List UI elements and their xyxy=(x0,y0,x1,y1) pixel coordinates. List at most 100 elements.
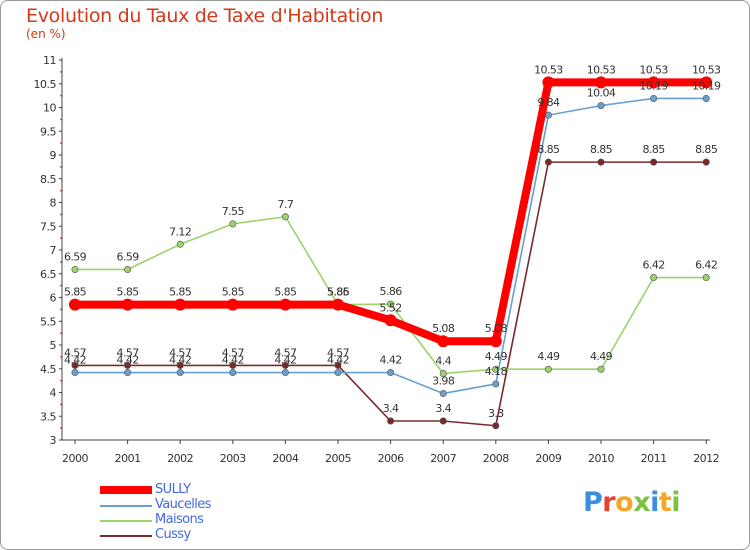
data-label-maisons: 6.42 xyxy=(695,259,717,272)
y-tick-label: 7 xyxy=(50,244,57,257)
data-point-cussy xyxy=(71,361,79,369)
data-point-maisons xyxy=(439,369,447,377)
legend-swatch xyxy=(100,520,152,522)
data-label-vaucelles: 4.42 xyxy=(64,354,86,367)
legend-swatch xyxy=(100,486,152,494)
data-point-cussy xyxy=(229,361,237,369)
data-point-maisons xyxy=(281,213,289,221)
data-point-vaucelles xyxy=(650,94,658,102)
data-label-maisons: 5.85 xyxy=(327,286,350,299)
logo-letter: i xyxy=(650,487,659,518)
data-label-vaucelles: 4.42 xyxy=(117,354,139,367)
data-label-vaucelles: 4.18 xyxy=(485,365,508,378)
data-point-sully xyxy=(332,298,344,311)
y-minor-tick xyxy=(60,70,62,73)
y-minor-tick xyxy=(60,355,62,358)
data-label-cussy: 4.57 xyxy=(274,346,297,359)
y-minor-tick xyxy=(60,142,62,145)
y-tick-label: 10.5 xyxy=(34,78,57,91)
y-minor-tick xyxy=(60,213,62,216)
x-tick-label: 2011 xyxy=(641,452,667,465)
data-point-maisons xyxy=(387,300,395,308)
y-minor-tick xyxy=(60,118,62,121)
data-label-cussy: 3.4 xyxy=(435,402,451,415)
y-tick-label: 8 xyxy=(50,197,57,210)
data-point-vaucelles xyxy=(597,102,605,110)
data-label-maisons: 4.49 xyxy=(485,350,508,363)
data-label-vaucelles: 9.84 xyxy=(537,96,560,109)
data-point-sully xyxy=(595,76,607,89)
data-point-sully xyxy=(121,298,134,311)
y-tick-label: 4.5 xyxy=(40,363,56,376)
data-point-sully xyxy=(226,298,239,311)
data-label-vaucelles: 4.42 xyxy=(222,354,244,367)
data-label-cussy: 4.57 xyxy=(327,346,350,359)
y-tick-label: 6.5 xyxy=(40,268,56,281)
y-tick-label: 8.5 xyxy=(40,173,56,186)
data-point-sully xyxy=(174,298,187,311)
data-label-cussy: 8.85 xyxy=(643,143,666,156)
data-point-cussy xyxy=(176,361,184,369)
data-point-maisons xyxy=(597,365,605,373)
y-minor-tick xyxy=(60,189,62,192)
y-minor-tick xyxy=(60,308,62,311)
data-point-sully xyxy=(437,335,450,348)
y-tick-label: 9.5 xyxy=(40,125,56,138)
proxiti-logo: Proxiti xyxy=(583,487,681,518)
logo-letter: x xyxy=(633,487,651,518)
data-label-sully: 5.85 xyxy=(117,286,140,299)
data-point-vaucelles xyxy=(387,369,395,377)
x-tick-label: 2002 xyxy=(167,452,193,465)
axes: 3 3.5 4 4.5 5 5.5 6 6.5 7 7.5 8 8.5 9 9.5 10 10.5 11 2000… xyxy=(34,54,720,465)
data-point-cussy xyxy=(597,158,605,166)
logo-letter: r xyxy=(602,487,616,518)
data-label-sully: 5.86 xyxy=(327,286,350,299)
legend-swatch xyxy=(100,535,152,537)
data-point-cussy xyxy=(702,158,710,166)
data-label-vaucelles: 4.42 xyxy=(169,354,191,367)
logo-letter: o xyxy=(615,487,634,518)
data-label-sully: 5.08 xyxy=(432,322,455,335)
data-point-vaucelles xyxy=(702,94,710,102)
legend-label: Maisons xyxy=(155,512,204,527)
data-label-maisons: 6.42 xyxy=(643,259,665,272)
data-point-cussy xyxy=(439,417,447,425)
data-point-sully xyxy=(542,76,555,89)
data-label-maisons: 6.59 xyxy=(117,250,140,263)
data-point-sully xyxy=(489,335,502,348)
data-point-vaucelles xyxy=(439,389,447,397)
data-point-sully xyxy=(647,76,660,89)
chart-unit: (en %) xyxy=(26,27,66,41)
data-label-sully: 5.52 xyxy=(380,301,402,314)
data-point-cussy xyxy=(281,361,289,369)
data-point-cussy xyxy=(124,361,132,369)
y-tick-label: 3 xyxy=(50,434,57,447)
x-tick-label: 2001 xyxy=(115,452,141,465)
data-label-maisons: 5.86 xyxy=(380,285,403,298)
data-label-maisons: 7.7 xyxy=(278,198,294,211)
data-label-vaucelles: 10.19 xyxy=(692,79,721,92)
x-tick-label: 2007 xyxy=(430,452,456,465)
data-point-cussy xyxy=(492,422,500,430)
data-label-maisons: 7.12 xyxy=(169,225,191,238)
data-point-maisons xyxy=(176,240,184,248)
x-tick-label: 2003 xyxy=(220,452,246,465)
data-point-sully xyxy=(384,314,397,327)
data-label-sully: 10.53 xyxy=(534,63,563,76)
data-label-maisons: 6.59 xyxy=(64,250,87,263)
x-tick-label: 2008 xyxy=(483,452,509,465)
x-tick-label: 2005 xyxy=(325,452,351,465)
data-label-sully: 5.85 xyxy=(222,286,245,299)
series-layer: 4.57 4.57 4.57 4.57 4.57 4.57 3.4 3.4 3.3 8.85 8.8… xyxy=(64,63,722,430)
data-point-vaucelles xyxy=(124,369,132,377)
data-point-vaucelles xyxy=(71,369,79,377)
y-minor-tick xyxy=(60,94,62,97)
data-label-cussy: 3.4 xyxy=(383,402,399,415)
y-tick-label: 5.5 xyxy=(40,315,56,328)
data-point-maisons xyxy=(544,365,552,373)
data-point-cussy xyxy=(387,417,395,425)
data-label-sully: 10.53 xyxy=(692,63,721,76)
y-minor-tick xyxy=(60,332,62,335)
data-label-maisons: 4.49 xyxy=(590,350,613,363)
data-label-cussy: 8.85 xyxy=(537,143,560,156)
